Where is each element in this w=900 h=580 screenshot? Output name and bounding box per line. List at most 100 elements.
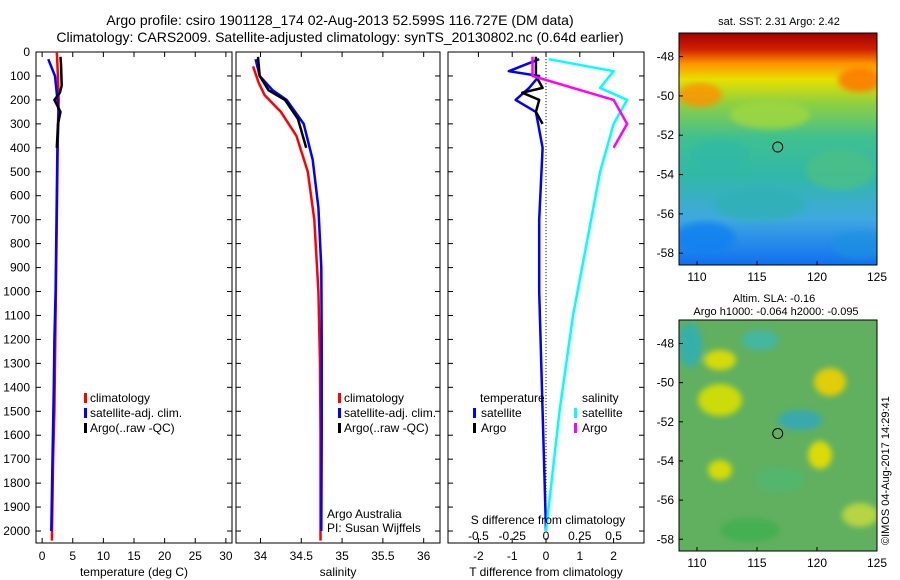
argo-raw-qc-line [256, 56, 308, 149]
legend-label-sal-argo: Argo [582, 421, 608, 435]
x-tick-label: 25 [189, 549, 203, 563]
legend-swatch-argo [84, 423, 87, 433]
map-lon-label: 115 [747, 270, 766, 284]
legend-label-argo: Argo(..raw -QC) [90, 421, 175, 435]
figure-subtitle: Climatology: CARS2009. Satellite-adjuste… [56, 29, 624, 45]
salinity-legend: climatology satellite-adj. clim. Argo(..… [338, 391, 436, 435]
t-difference-axis-label: T difference from climatology [469, 565, 623, 579]
difference-depth-ticks [448, 51, 644, 532]
s-difference-axis-label: S difference from climatology [471, 513, 626, 527]
legend-label-climatology: climatology [344, 391, 404, 405]
x-tick-label: 35 [335, 549, 349, 563]
salinity-axis-ticks: 34 34.5 35 35.5 36 [254, 52, 431, 563]
legend-label-sal-satellite: satellite [582, 406, 623, 420]
legend-swatch-sal-argo [574, 423, 577, 433]
depth-tick-label: 1500 [3, 404, 30, 418]
copyright-credit: ©IMOS 04-Aug-2017 14:29:41 [880, 396, 892, 545]
difference-profile-lines [507, 56, 629, 532]
legend-heading-temperature: temperature [480, 391, 545, 405]
x-tick-label: 1 [576, 549, 583, 563]
temperature-panel: 0100200300400500600700800900100011001200… [3, 45, 233, 579]
map-lat-label: -58 [657, 246, 675, 260]
map-lon-label: 110 [687, 270, 706, 284]
depth-tick-label: 1000 [3, 285, 30, 299]
depth-tick-label: 1300 [3, 356, 30, 370]
legend-swatch-temp-argo [473, 423, 476, 433]
s-tick-label: 0 [543, 529, 550, 543]
legend-label-temp-argo: Argo [481, 421, 507, 435]
map-lon-label: 120 [807, 556, 827, 570]
legend-label-climatology: climatology [90, 391, 150, 405]
temperature-profile-lines [47, 51, 63, 541]
depth-tick-label: 800 [10, 237, 30, 251]
s-tick-label: 0.5 [605, 529, 622, 543]
depth-tick-label: 400 [10, 141, 30, 155]
sst-map: sat. SST: 2.31 Argo: 2.42 110 115 120 125 -4… [657, 16, 888, 284]
legend-swatch-sal-satellite [574, 408, 577, 418]
map-lon-label: 110 [687, 556, 706, 570]
legend-label-temp-satellite: satellite [481, 406, 522, 420]
map-lat-label: -54 [657, 168, 675, 182]
depth-tick-label: 1800 [3, 476, 30, 490]
legend-heading-salinity: salinity [582, 391, 619, 405]
depth-tick-label: 1400 [3, 380, 30, 394]
x-tick-label: 5 [69, 549, 76, 563]
sst-field [679, 33, 877, 265]
x-tick-label: 15 [127, 549, 141, 563]
map-lat-label: -54 [657, 454, 675, 468]
sla-map-title: Altim. SLA: -0.16 [733, 293, 816, 305]
depth-tick-label: 1900 [3, 500, 30, 514]
legend-swatch-satellite [84, 408, 87, 418]
depth-tick-label: 1200 [3, 332, 30, 346]
temperature-axis-label: temperature (deg C) [80, 565, 188, 579]
map-lat-label: -50 [657, 376, 675, 390]
salinity-satellite-line [544, 57, 629, 532]
map-lat-label: -56 [657, 493, 675, 507]
legend-swatch-satellite [338, 408, 341, 418]
sst-map-title: sat. SST: 2.31 Argo: 2.42 [718, 16, 840, 28]
x-tick-label: 20 [158, 549, 172, 563]
x-tick-label: 10 [97, 549, 111, 563]
x-tick-label: -1 [507, 549, 518, 563]
legend-swatch-climatology [84, 393, 87, 403]
x-tick-label: 2 [610, 549, 617, 563]
legend-label-argo: Argo(..raw -QC) [344, 421, 429, 435]
map-lat-label: -58 [657, 532, 675, 546]
temperature-axis-ticks: 0 5 10 15 20 25 30 [39, 52, 233, 563]
map-lat-label: -50 [657, 89, 675, 103]
sla-patches [679, 323, 877, 542]
depth-tick-label: 700 [10, 213, 30, 227]
map-lon-label: 125 [867, 270, 887, 284]
map-lon-label: 120 [807, 270, 827, 284]
salinity-axis-label: salinity [320, 565, 357, 579]
depth-tick-label: 1700 [3, 452, 30, 466]
t-difference-axis-ticks: -2 -1 0 1 2 [473, 52, 617, 563]
x-tick-label: -2 [473, 549, 484, 563]
x-tick-label: 34 [254, 549, 268, 563]
legend-label-satellite: satellite-adj. clim. [90, 406, 182, 420]
x-tick-label: 0 [543, 549, 550, 563]
satellite-adj-clim-line [47, 58, 60, 532]
legend-swatch-climatology [338, 393, 341, 403]
map-lat-label: -52 [657, 128, 675, 142]
s-tick-label: -0.25 [499, 529, 527, 543]
satellite-adj-clim-line [254, 58, 323, 532]
difference-legend: temperature salinity satellite Argo sate… [473, 391, 623, 435]
legend-label-satellite: satellite-adj. clim. [344, 406, 436, 420]
sla-map-frame [678, 319, 878, 552]
depth-tick-label: 600 [10, 189, 30, 203]
s-difference-axis-ticks: -0.5 -0.25 0 0.25 0.5 [468, 529, 622, 543]
salinity-profile-lines [251, 56, 323, 541]
depth-axis-ticks: 0 100 200 300 400 500 600 700 800 900 1000 1100 1200… [3, 45, 232, 538]
x-tick-label: 30 [219, 549, 233, 563]
x-tick-label: 35.5 [371, 549, 395, 563]
map-lat-label: -52 [657, 415, 675, 429]
legend-swatch-argo [338, 423, 341, 433]
annotation-pi-name: PI: Susan Wijffels [327, 521, 421, 535]
depth-tick-label: 1600 [3, 428, 30, 442]
map-lon-label: 115 [747, 556, 766, 570]
figure-title: Argo profile: csiro 1901128_174 02-Aug-2… [106, 12, 574, 28]
x-tick-label: 0 [39, 549, 46, 563]
s-tick-label: -0.5 [468, 529, 489, 543]
